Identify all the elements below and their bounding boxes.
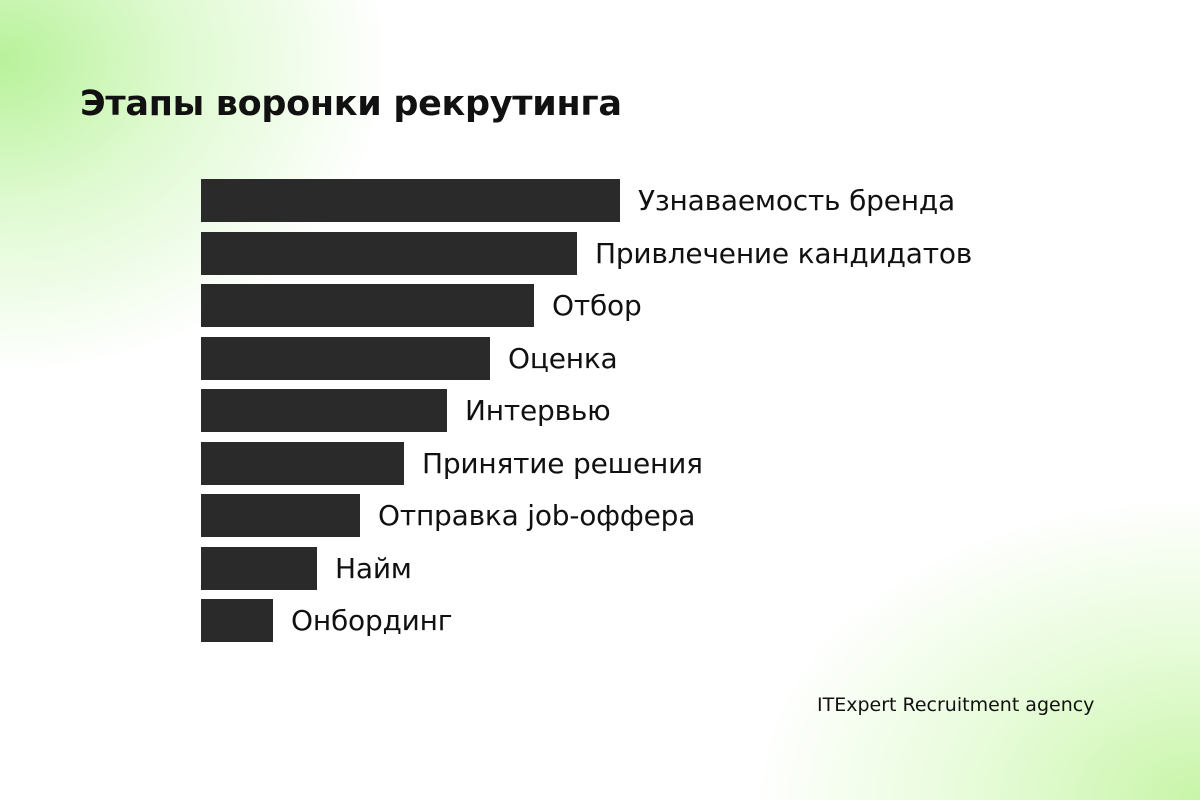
funnel-bar [201,441,404,485]
funnel-row: Оценка [201,336,618,380]
funnel-label: Интервью [465,394,611,427]
funnel-bar [201,599,273,642]
chart-title: Этапы воронки рекрутинга [80,84,622,124]
funnel-row: Принятие решения [201,441,703,485]
funnel-row: Узнаваемость бренда [201,179,955,222]
funnel-bar [201,546,317,590]
funnel-row: Отправка job-оффера [201,494,695,537]
funnel-bar [201,284,534,327]
funnel-bar [201,231,577,275]
funnel-row: Интервью [201,389,611,432]
funnel-row: Найм [201,546,412,590]
funnel-row: Онбординг [201,599,452,642]
funnel-bar [201,389,447,432]
agency-credit: ITExpert Recruitment agency [817,694,1095,716]
funnel-label: Онбординг [291,604,453,637]
funnel-bar [201,494,360,537]
funnel-label: Отбор [552,289,642,322]
funnel-label: Принятие решения [422,446,703,480]
funnel-bar [201,336,490,380]
funnel-label: Найм [335,551,412,585]
funnel-bar [201,179,620,222]
funnel-row: Отбор [201,284,642,327]
funnel-label: Отправка job-оффера [378,499,696,532]
funnel-label: Узнаваемость бренда [638,184,955,217]
funnel-row: Привлечение кандидатов [201,231,973,275]
funnel-label: Привлечение кандидатов [595,236,973,270]
funnel-label: Оценка [508,341,618,375]
